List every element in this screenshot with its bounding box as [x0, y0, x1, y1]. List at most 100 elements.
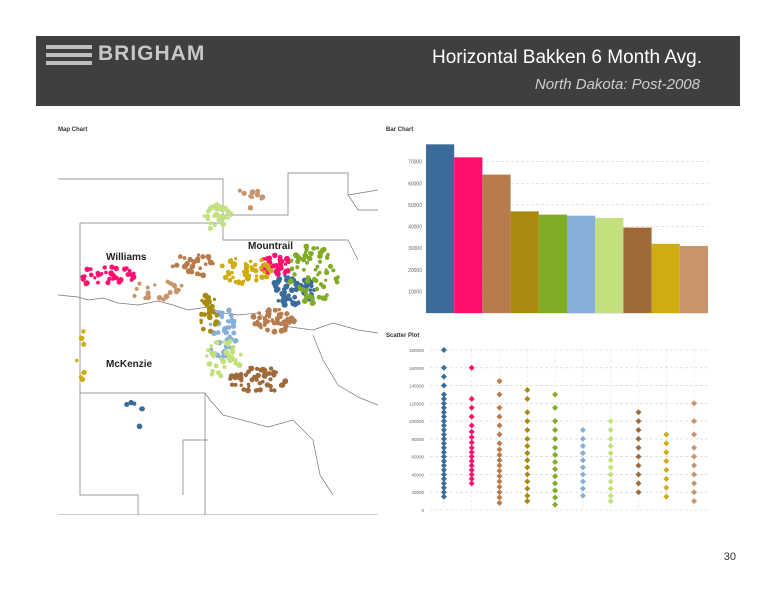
- well-marker: [255, 388, 260, 392]
- well-marker: [113, 265, 119, 272]
- scatter-point: [635, 427, 642, 433]
- well-marker: [279, 260, 284, 265]
- scatter-point: [524, 427, 531, 433]
- logo-text: BRIGHAM: [98, 42, 206, 65]
- well-marker: [259, 325, 263, 330]
- well-marker: [207, 309, 211, 313]
- bar-y-tick: 40000: [408, 225, 422, 231]
- scatter-point: [524, 443, 531, 449]
- well-marker: [249, 377, 255, 383]
- well-marker: [266, 371, 272, 376]
- well-marker: [207, 225, 213, 231]
- scatter-point: [607, 471, 614, 478]
- well-marker: [272, 307, 278, 313]
- scatter-point: [496, 499, 503, 506]
- scatter-point: [468, 422, 475, 429]
- well-marker: [258, 265, 264, 271]
- well-marker: [267, 311, 272, 317]
- well-marker: [214, 206, 220, 212]
- scatter-point: [440, 444, 447, 451]
- scatter-point: [440, 404, 447, 411]
- well-marker: [213, 363, 219, 368]
- scatter-point: [496, 483, 503, 490]
- well-marker: [145, 285, 150, 290]
- scatter-point: [635, 480, 642, 487]
- well-marker: [198, 266, 203, 271]
- scatter-point: [440, 364, 447, 371]
- scatter-point: [496, 413, 503, 420]
- well-marker: [156, 295, 163, 301]
- scatter-y-tick-labels: 0 20000 40000 60000 80000 100000 120000 140000 1…: [409, 348, 425, 513]
- bar: [679, 245, 708, 313]
- well-marker: [306, 255, 313, 262]
- well-marker: [281, 319, 287, 325]
- scatter-point: [440, 400, 447, 407]
- well-marker: [305, 275, 311, 281]
- well-marker: [93, 276, 97, 280]
- scatter-point: [496, 489, 503, 496]
- scatter-y-tick: 180000: [409, 348, 425, 353]
- scatter-point: [607, 427, 614, 433]
- map-chart-label: Map Chart: [58, 127, 88, 133]
- well-marker: [230, 264, 236, 270]
- scatter-point: [496, 494, 503, 501]
- bar: [426, 144, 455, 313]
- well-marker: [223, 274, 229, 281]
- well-marker: [222, 340, 226, 344]
- scatter-point: [552, 473, 559, 480]
- well-marker: [107, 276, 112, 282]
- scatter-y-tick: 60000: [411, 455, 424, 460]
- well-marker: [296, 255, 300, 259]
- well-marker: [272, 388, 277, 393]
- scatter-point: [579, 478, 586, 485]
- well-marker: [261, 372, 268, 379]
- well-marker: [111, 277, 115, 281]
- scatter-point: [607, 492, 614, 499]
- scatter-point: [635, 444, 642, 451]
- well-marker: [321, 246, 327, 253]
- well-marker: [248, 365, 252, 370]
- well-marker: [303, 243, 310, 250]
- well-marker: [206, 361, 213, 367]
- scatter-point: [468, 449, 475, 456]
- well-marker: [318, 282, 324, 287]
- well-marker: [185, 268, 192, 275]
- scatter-point: [524, 471, 531, 478]
- well-marker: [303, 252, 307, 257]
- well-marker: [254, 192, 261, 198]
- well-marker: [199, 318, 203, 323]
- scatter-point: [496, 440, 503, 447]
- scatter-point: [440, 391, 447, 398]
- well-marker: [104, 270, 108, 275]
- well-marker: [271, 263, 277, 269]
- well-marker: [179, 283, 184, 288]
- well-marker: [207, 259, 214, 266]
- scatter-point: [496, 431, 503, 438]
- bar-y-tick: 10000: [408, 289, 422, 295]
- well-marker: [254, 274, 259, 278]
- well-marker: [248, 193, 253, 199]
- scatter-point: [552, 501, 559, 508]
- scatter-point: [440, 413, 447, 420]
- scatter-point: [440, 453, 447, 460]
- well-marker: [83, 280, 89, 287]
- scatter-point: [440, 475, 447, 482]
- well-marker: [308, 251, 314, 257]
- scatter-y-tick: 20000: [411, 490, 424, 495]
- scatter-point: [579, 450, 586, 457]
- well-marker: [308, 288, 313, 292]
- well-marker: [316, 294, 322, 300]
- scatter-point: [440, 427, 447, 433]
- scatter-point: [496, 378, 503, 385]
- well-marker: [262, 262, 268, 268]
- well-marker: [209, 344, 213, 348]
- well-marker: [81, 371, 85, 375]
- well-marker: [283, 283, 290, 290]
- well-marker: [234, 257, 238, 261]
- scatter-point: [607, 498, 614, 505]
- well-marker: [191, 259, 197, 265]
- well-marker: [210, 352, 214, 357]
- well-marker: [228, 312, 234, 318]
- slide-title: Horizontal Bakken 6 Month Avg.: [431, 47, 702, 68]
- well-marker: [213, 223, 217, 228]
